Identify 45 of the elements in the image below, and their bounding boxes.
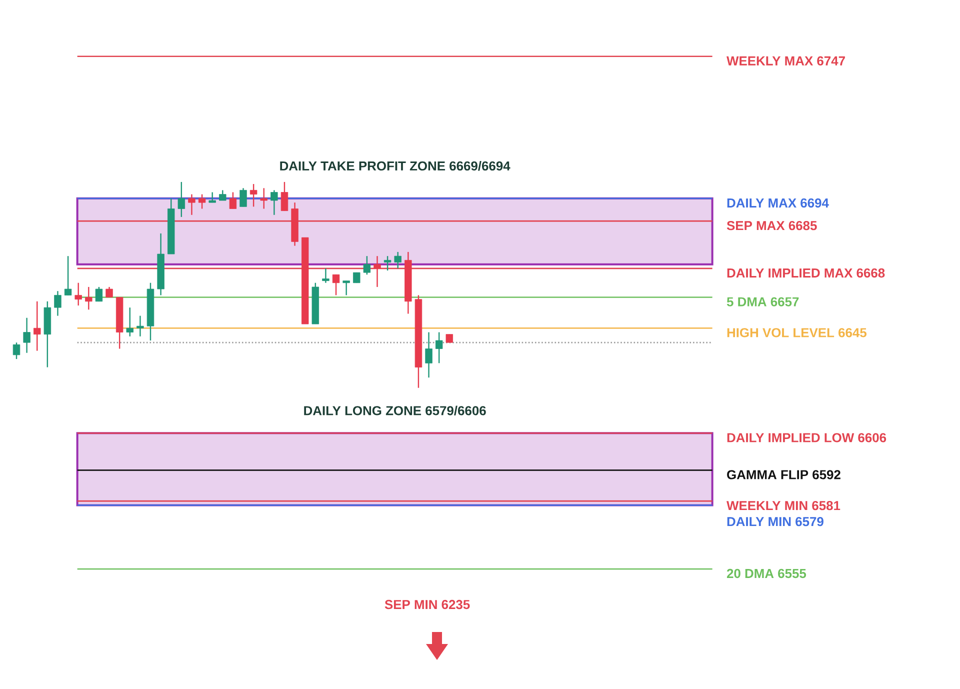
ref-line-label: SEP MAX 6685	[726, 220, 817, 230]
candlestick	[74, 282, 82, 306]
candlestick	[54, 290, 62, 316]
candlestick	[188, 194, 196, 216]
text: SEP MIN 6235	[384, 600, 470, 610]
candlestick	[126, 306, 134, 337]
candlestick	[178, 181, 186, 218]
band-label: DAILY LONG ZONE 6579/6606	[304, 406, 486, 416]
candlestick	[260, 188, 268, 210]
candlestick	[12, 342, 20, 360]
candlestick	[240, 188, 247, 208]
candlestick	[34, 300, 41, 352]
candlestick	[270, 190, 278, 216]
candlestick	[64, 255, 72, 296]
candlestick	[394, 251, 402, 270]
ref-line-label: DAILY MAX 6694	[727, 198, 829, 208]
candlestick	[136, 315, 144, 337]
candlestick	[280, 181, 288, 212]
candlestick	[363, 255, 371, 276]
candlestick	[322, 268, 330, 284]
candlestick	[250, 183, 258, 208]
ref-line-label: 20 DMA 6555	[726, 568, 806, 578]
candlestick	[384, 255, 392, 272]
ref-line-label: HIGH VOL LEVEL 6645	[727, 328, 866, 338]
ref-line-label: WEEKLY MAX 6747	[726, 56, 845, 66]
candlestick	[332, 274, 340, 296]
ref-line-label: DAILY MIN 6579	[727, 516, 824, 526]
candlestick	[23, 317, 30, 354]
ref-line-label: GAMMA FLIP 6592	[727, 470, 840, 480]
candlestick	[208, 192, 216, 204]
candlestick	[85, 286, 92, 310]
band-label: DAILY TAKE PROFIT ZONE 6669/6694	[280, 161, 510, 171]
ref-line-label: WEEKLY MIN 6581	[726, 500, 840, 510]
candlestick	[425, 332, 432, 378]
candlestick	[229, 192, 237, 210]
candlestick	[219, 190, 226, 202]
candlestick	[106, 286, 113, 298]
candlestick	[435, 332, 443, 364]
candlestick	[198, 194, 206, 210]
candlestick	[353, 272, 360, 284]
ref-line-label: DAILY IMPLIED MAX 6668	[727, 268, 885, 278]
ref-line-label: 5 DMA 6657	[726, 297, 799, 306]
candlestick	[95, 286, 103, 302]
ref-line-label: DAILY IMPLIED LOW 6606	[727, 433, 886, 442]
candlestick	[342, 280, 350, 296]
